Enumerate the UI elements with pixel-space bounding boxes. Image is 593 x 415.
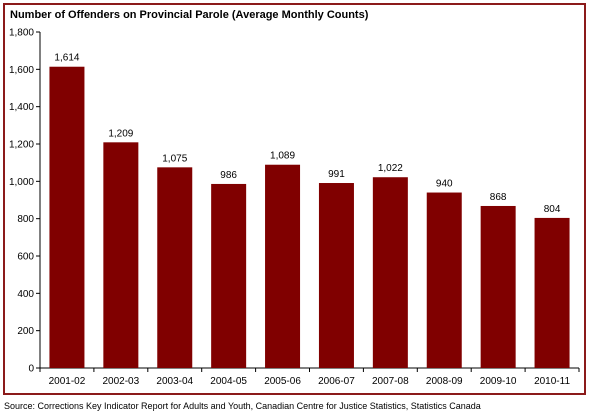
bar-value-label: 1,022 xyxy=(378,163,403,174)
y-tick-label: 400 xyxy=(17,289,34,300)
bar xyxy=(157,167,193,368)
bar xyxy=(318,183,354,368)
bar xyxy=(265,164,301,368)
x-tick-label: 2004-05 xyxy=(210,376,247,387)
bar xyxy=(211,183,247,368)
bar xyxy=(372,177,408,368)
x-tick-label: 2008-09 xyxy=(426,376,463,387)
x-tick-label: 2003-04 xyxy=(156,376,193,387)
y-tick-label: 1,600 xyxy=(9,65,34,76)
y-tick-label: 600 xyxy=(17,252,34,263)
x-tick-label: 2010-11 xyxy=(534,376,570,387)
x-tick-label: 2002-03 xyxy=(102,376,139,387)
x-tick-label: 2007-08 xyxy=(372,376,409,387)
bar-value-label: 991 xyxy=(328,169,345,180)
bar-value-label: 940 xyxy=(436,179,453,190)
y-tick-label: 800 xyxy=(17,214,34,225)
y-tick-label: 1,200 xyxy=(9,140,34,151)
source-note: Source: Corrections Key Indicator Report… xyxy=(4,401,481,411)
bar-value-label: 804 xyxy=(544,204,561,215)
x-tick-label: 2001-02 xyxy=(49,376,86,387)
bar-value-label: 1,075 xyxy=(162,153,187,164)
bar-value-label: 1,614 xyxy=(54,53,79,64)
bar-value-label: 1,209 xyxy=(108,128,133,139)
chart-title: Number of Offenders on Provincial Parole… xyxy=(10,9,369,21)
x-tick-label: 2009-10 xyxy=(480,376,517,387)
bar-value-label: 868 xyxy=(490,192,507,203)
bar-value-label: 1,089 xyxy=(270,151,295,162)
bar xyxy=(426,192,462,368)
x-tick-label: 2006-07 xyxy=(318,376,355,387)
bar xyxy=(480,205,516,368)
x-tick-label: 2005-06 xyxy=(264,376,301,387)
y-tick-label: 1,800 xyxy=(9,28,34,39)
y-tick-label: 1,000 xyxy=(9,177,34,188)
y-tick-label: 200 xyxy=(17,326,34,337)
bar-value-label: 986 xyxy=(220,170,237,181)
bar xyxy=(49,66,85,368)
bar xyxy=(103,142,139,368)
bar xyxy=(534,217,570,368)
y-tick-label: 1,400 xyxy=(9,102,34,113)
y-tick-label: 0 xyxy=(28,364,34,375)
